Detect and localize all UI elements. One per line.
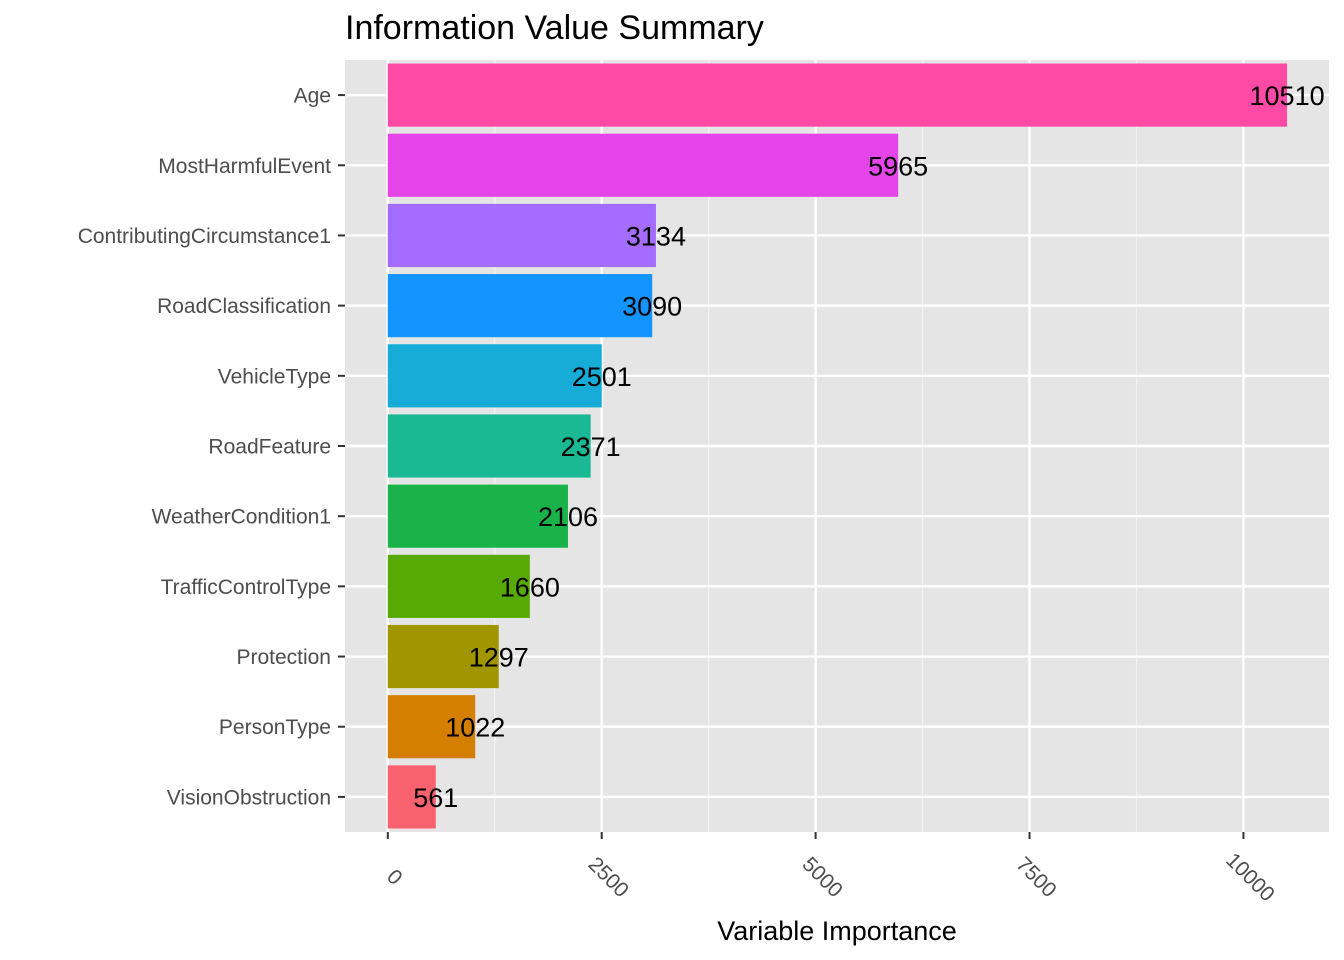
bar-value-label: 2501 — [572, 362, 632, 392]
category-label: Age — [294, 85, 331, 108]
bar — [387, 133, 899, 197]
data-labels: 10510 5965 3134 3090 2501 2371 2106 1660 1297 102… — [413, 81, 1324, 813]
bar — [387, 344, 602, 408]
category-label: RoadFeature — [208, 436, 331, 459]
bar — [387, 203, 656, 268]
bar-value-label: 561 — [413, 783, 458, 813]
bar — [387, 695, 476, 759]
x-tick-label: 2500 — [584, 853, 633, 902]
category-label: Protection — [236, 646, 331, 669]
chart-title: Information Value Summary — [345, 9, 764, 47]
category-label: ContributingCircumstance1 — [78, 225, 331, 248]
category-label: VehicleType — [218, 365, 331, 388]
bar — [387, 765, 436, 829]
bar — [387, 63, 1288, 127]
x-tick-label: 10000 — [1221, 849, 1279, 907]
bar — [387, 484, 568, 548]
x-axis-title: Variable Importance — [717, 916, 957, 946]
bars — [387, 63, 1288, 829]
bar-value-label: 3134 — [626, 221, 686, 251]
bar-value-label: 1297 — [469, 643, 529, 673]
bar — [387, 554, 530, 618]
bar-value-label: 10510 — [1250, 81, 1325, 111]
category-label: TrafficControlType — [161, 576, 331, 599]
y-axis: Age MostHarmfulEvent ContributingCircumsta… — [78, 85, 345, 809]
bar — [387, 624, 499, 689]
category-label: MostHarmfulEvent — [158, 155, 331, 178]
x-axis: 0 2500 5000 7500 10000 — [382, 832, 1279, 906]
bar-value-label: 1660 — [500, 572, 560, 602]
bar-value-label: 5965 — [868, 151, 928, 181]
category-label: WeatherCondition1 — [152, 506, 331, 529]
bar-value-label: 1022 — [445, 713, 505, 743]
bar-value-label: 2371 — [561, 432, 621, 462]
category-label: RoadClassification — [157, 295, 331, 318]
x-tick-label: 0 — [382, 865, 407, 890]
bar — [387, 274, 653, 338]
bar-value-label: 2106 — [538, 502, 598, 532]
bar — [387, 414, 591, 478]
bar-value-label: 3090 — [622, 292, 682, 322]
x-tick-label: 5000 — [798, 853, 847, 902]
category-label: VisionObstruction — [167, 786, 331, 809]
category-label: PersonType — [219, 716, 331, 739]
x-tick-label: 7500 — [1011, 853, 1060, 902]
